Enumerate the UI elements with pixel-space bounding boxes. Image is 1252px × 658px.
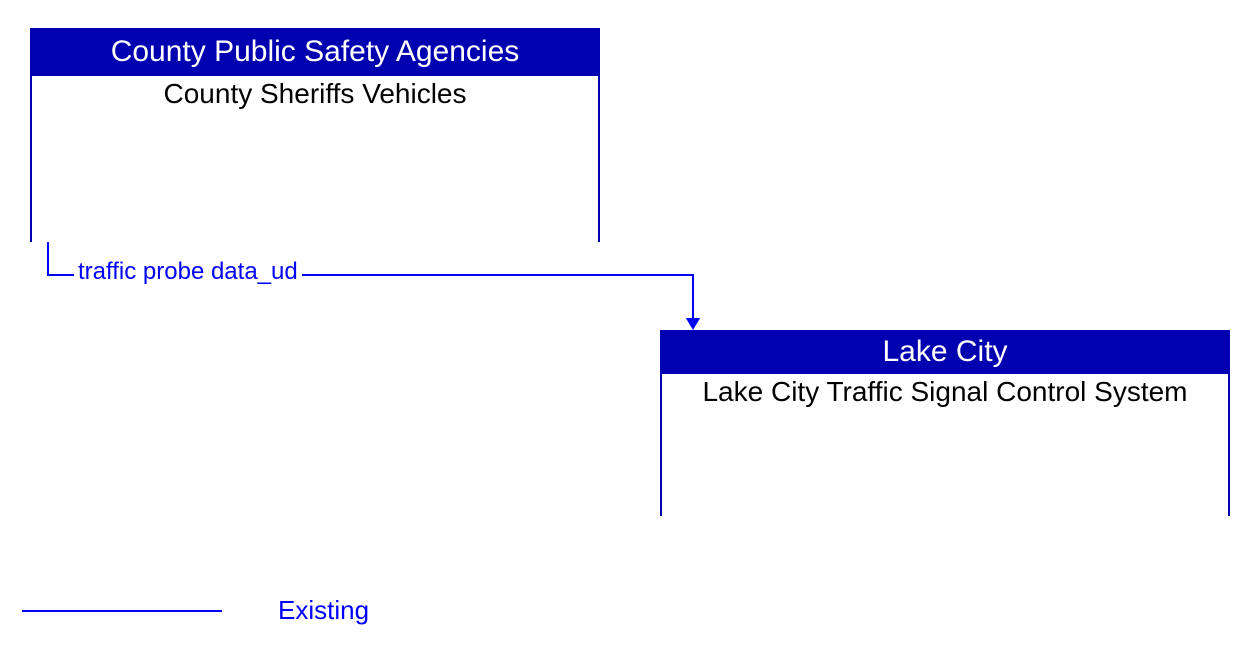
- node-header-lake-city: Lake City: [662, 332, 1228, 374]
- legend-label-existing: Existing: [278, 595, 369, 626]
- node-header-county-public-safety: County Public Safety Agencies: [32, 30, 598, 76]
- node-lake-city: Lake City Lake City Traffic Signal Contr…: [660, 330, 1230, 516]
- node-body-county-sheriffs-vehicles: County Sheriffs Vehicles: [32, 76, 598, 250]
- edge-label-traffic-probe-data: traffic probe data_ud: [74, 258, 302, 286]
- arrowhead-icon: [686, 318, 700, 330]
- node-county-public-safety: County Public Safety Agencies County She…: [30, 28, 600, 242]
- edge-traffic-probe-data: [48, 242, 700, 330]
- node-body-lake-city-traffic-signal: Lake City Traffic Signal Control System: [662, 374, 1228, 524]
